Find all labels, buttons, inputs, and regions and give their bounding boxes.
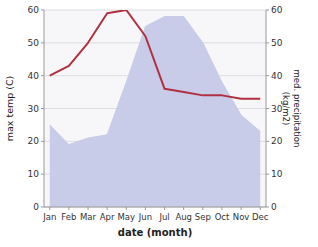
x-tick: [241, 207, 242, 210]
y-tick-label: 10: [28, 169, 40, 179]
area-fill: [50, 17, 261, 207]
y2-tick: [266, 141, 269, 142]
x-tick-label: Aug: [175, 212, 192, 222]
x-tick: [260, 207, 261, 210]
y2-tick: [266, 10, 269, 11]
y-tick-label: 40: [28, 71, 40, 81]
y-tick-label: 60: [28, 5, 40, 15]
y-tick: [41, 10, 44, 11]
x-tick-label: Jul: [158, 212, 169, 222]
y-tick: [41, 42, 44, 43]
y-axis-label: max temp (C): [4, 76, 15, 142]
x-tick-label: Jun: [138, 212, 152, 222]
x-tick: [183, 207, 184, 210]
x-tick: [126, 207, 127, 210]
x-tick: [49, 207, 50, 210]
x-tick: [88, 207, 89, 210]
y2-tick: [266, 108, 269, 109]
x-tick-label: Oct: [215, 212, 230, 222]
x-tick-label: Jan: [42, 212, 56, 222]
y2-tick-label: 20: [271, 136, 283, 146]
line: [50, 10, 261, 99]
y-tick: [41, 174, 44, 175]
x-tick: [107, 207, 108, 210]
y-tick: [41, 207, 44, 208]
y2-tick-label: 50: [271, 38, 283, 48]
grid-line: [44, 207, 266, 208]
y-tick-label: 20: [28, 136, 40, 146]
x-axis-line: [44, 207, 266, 208]
x-tick-label: Apr: [100, 212, 115, 222]
y-tick: [41, 108, 44, 109]
x-tick-label: Sep: [195, 212, 211, 222]
y2-tick: [266, 207, 269, 208]
x-tick-label: Nov: [233, 212, 250, 222]
y2-axis-label: med. precipitation(kg/m2): [281, 70, 302, 148]
y2-tick: [266, 42, 269, 43]
x-tick-label: Dec: [252, 212, 269, 222]
y2-tick-label: 60: [271, 5, 283, 15]
y-tick-label: 30: [28, 104, 40, 114]
y2-axis-label-line: med. precipitation: [292, 70, 302, 148]
y2-tick: [266, 75, 269, 76]
x-tick-label: Feb: [61, 212, 76, 222]
y-tick-label: 50: [28, 38, 40, 48]
x-tick: [145, 207, 146, 210]
y2-tick: [266, 174, 269, 175]
x-tick: [221, 207, 222, 210]
marks: [50, 10, 261, 207]
y2-axis-label-line: (kg/m2): [281, 92, 291, 126]
y2-tick-label: 0: [271, 202, 277, 212]
grid-line: [44, 10, 266, 11]
y-tick-label: 0: [33, 202, 39, 212]
x-axis-label: date (month): [118, 227, 192, 238]
x-tick: [68, 207, 69, 210]
y2-tick-label: 30: [271, 104, 283, 114]
y-tick: [41, 141, 44, 142]
y2-tick-label: 40: [271, 71, 283, 81]
y2-tick-label: 10: [271, 169, 283, 179]
x-tick: [202, 207, 203, 210]
x-tick: [164, 207, 165, 210]
x-tick-label: May: [118, 212, 136, 222]
plot-area: [44, 10, 266, 207]
y-tick: [41, 75, 44, 76]
chart: JanFebMarAprMayJunJulAugSepOctNovDec0102…: [0, 0, 318, 247]
area-edge: [50, 17, 261, 145]
x-tick-label: Mar: [80, 212, 97, 222]
